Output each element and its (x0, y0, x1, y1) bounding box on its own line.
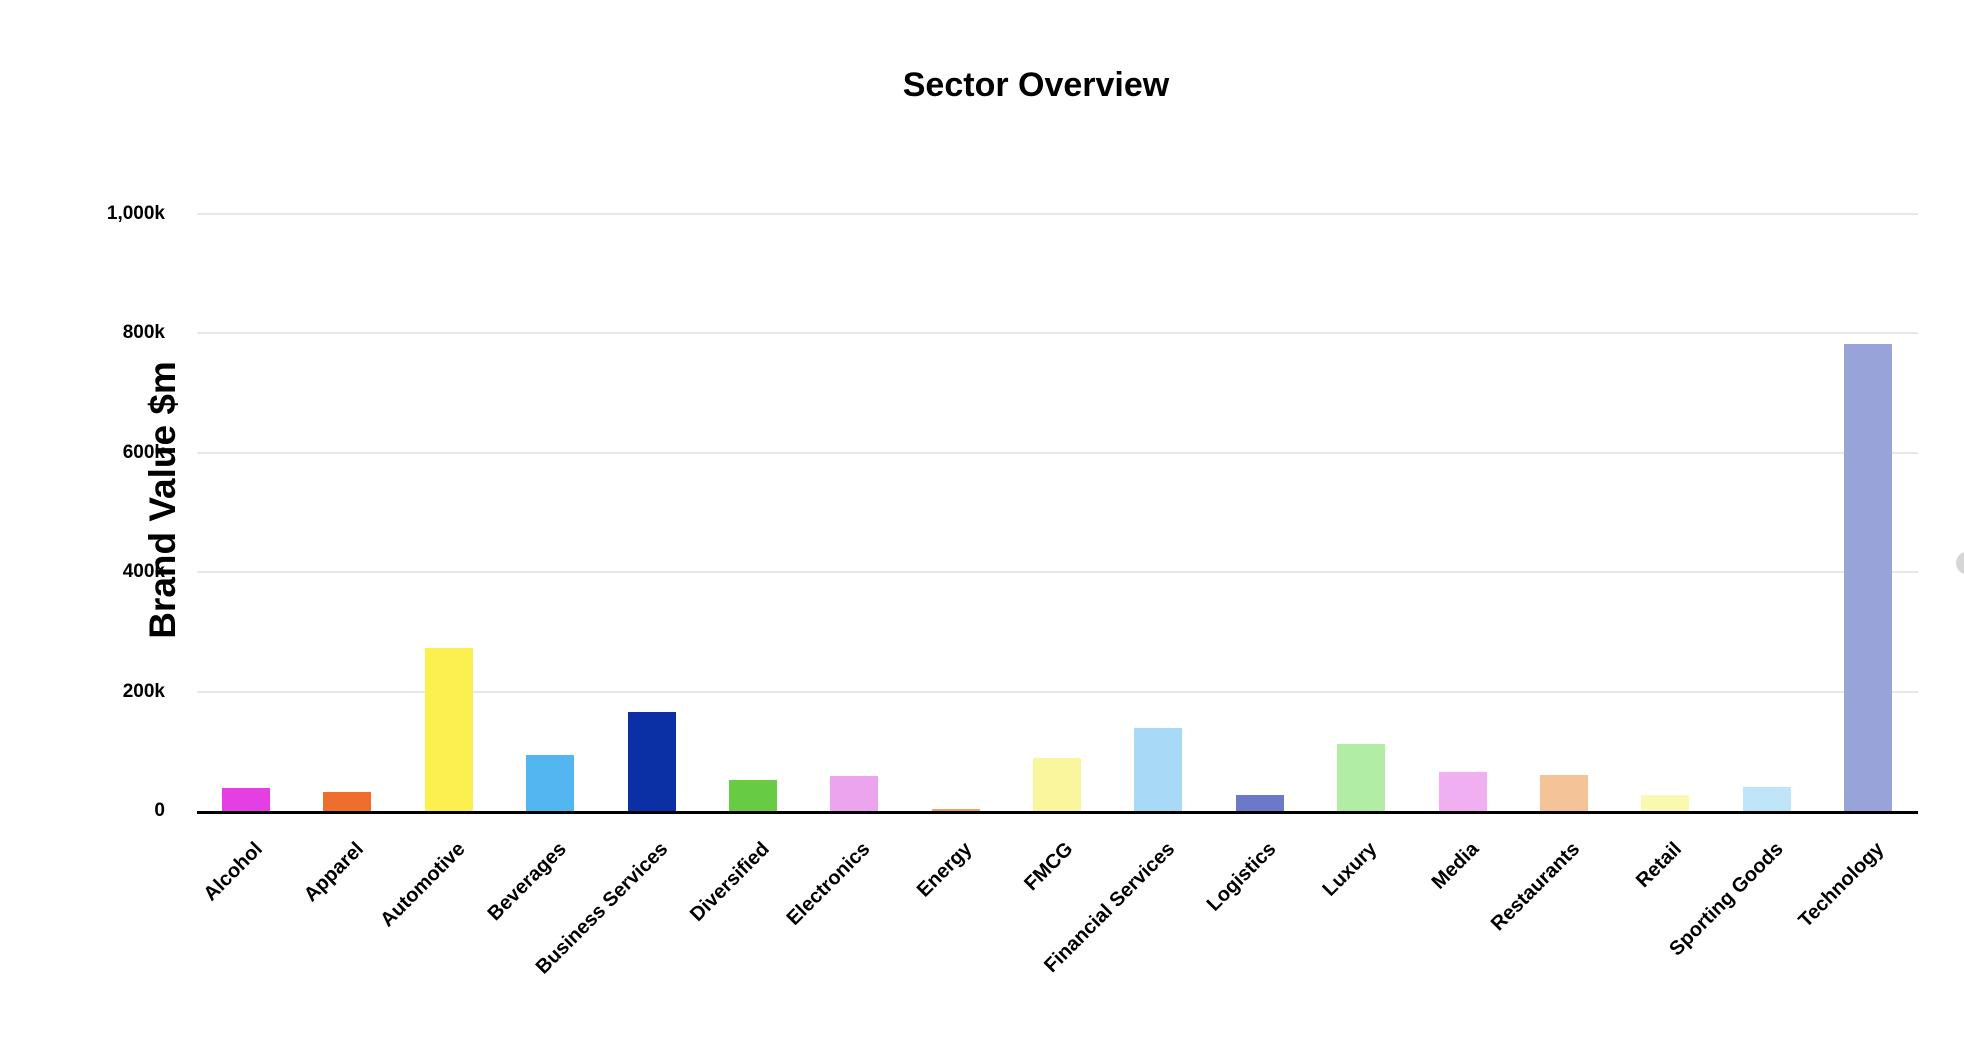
x-tick-label-alcohol: Alcohol (199, 838, 267, 906)
bar-electronics[interactable] (830, 775, 879, 811)
x-tick-label-energy: Energy (912, 838, 977, 902)
x-tick-label-logistics: Logistics (1202, 838, 1281, 916)
y-tick-label-600k: 600k (122, 441, 165, 463)
chart-title: Sector Overview (902, 66, 1170, 104)
bar-automotive[interactable] (424, 648, 473, 811)
bar-retail[interactable] (1641, 795, 1690, 811)
bar-apparel[interactable] (323, 792, 372, 811)
bar-technology[interactable] (1844, 344, 1892, 811)
gridline-800k (197, 332, 1918, 335)
bar-fmcg[interactable] (1033, 757, 1081, 811)
y-tick-label-1-000k: 1,000k (106, 203, 165, 224)
bar-restaurants[interactable] (1539, 775, 1588, 811)
x-tick-label-beverages: Beverages (483, 838, 571, 926)
edge-scroll-thumb[interactable] (1956, 552, 1964, 574)
gridline-400k (197, 571, 1918, 574)
bar-alcohol[interactable] (222, 788, 270, 811)
bar-sporting-goods[interactable] (1742, 787, 1791, 811)
y-tick-label-0: 0 (154, 800, 165, 821)
x-tick-label-automotive: Automotive (375, 838, 470, 932)
x-tick-label-apparel: Apparel (299, 838, 368, 907)
x-tick-label-retail: Retail (1631, 838, 1686, 893)
y-tick-label-400k: 400k (122, 561, 165, 583)
bar-logistics[interactable] (1235, 794, 1284, 811)
x-axis-line (197, 811, 1918, 814)
bar-beverages[interactable] (526, 755, 575, 811)
y-tick-label-200k: 200k (122, 680, 165, 702)
y-axis-title: Brand Value $m (141, 361, 183, 639)
bar-energy[interactable] (931, 808, 980, 811)
bar-media[interactable] (1438, 772, 1487, 811)
x-tick-label-technology: Technology (1794, 838, 1889, 932)
x-tick-label-restaurants: Restaurants (1487, 838, 1585, 936)
gridline-600k (197, 451, 1918, 454)
x-tick-label-fmcg: FMCG (1020, 838, 1078, 896)
bar-luxury[interactable] (1337, 744, 1386, 811)
x-tick-label-luxury: Luxury (1318, 838, 1382, 901)
bar-diversified[interactable] (728, 779, 777, 811)
x-tick-label-electronics: Electronics (783, 838, 875, 930)
gridline-200k (197, 690, 1918, 693)
bar-financial-services[interactable] (1134, 728, 1183, 811)
x-tick-label-media: Media (1427, 838, 1484, 894)
x-tick-label-diversified: Diversified (685, 838, 774, 926)
y-tick-label-800k: 800k (122, 322, 165, 344)
gridline-1-000k (197, 213, 1918, 215)
bar-business-services[interactable] (627, 711, 676, 811)
